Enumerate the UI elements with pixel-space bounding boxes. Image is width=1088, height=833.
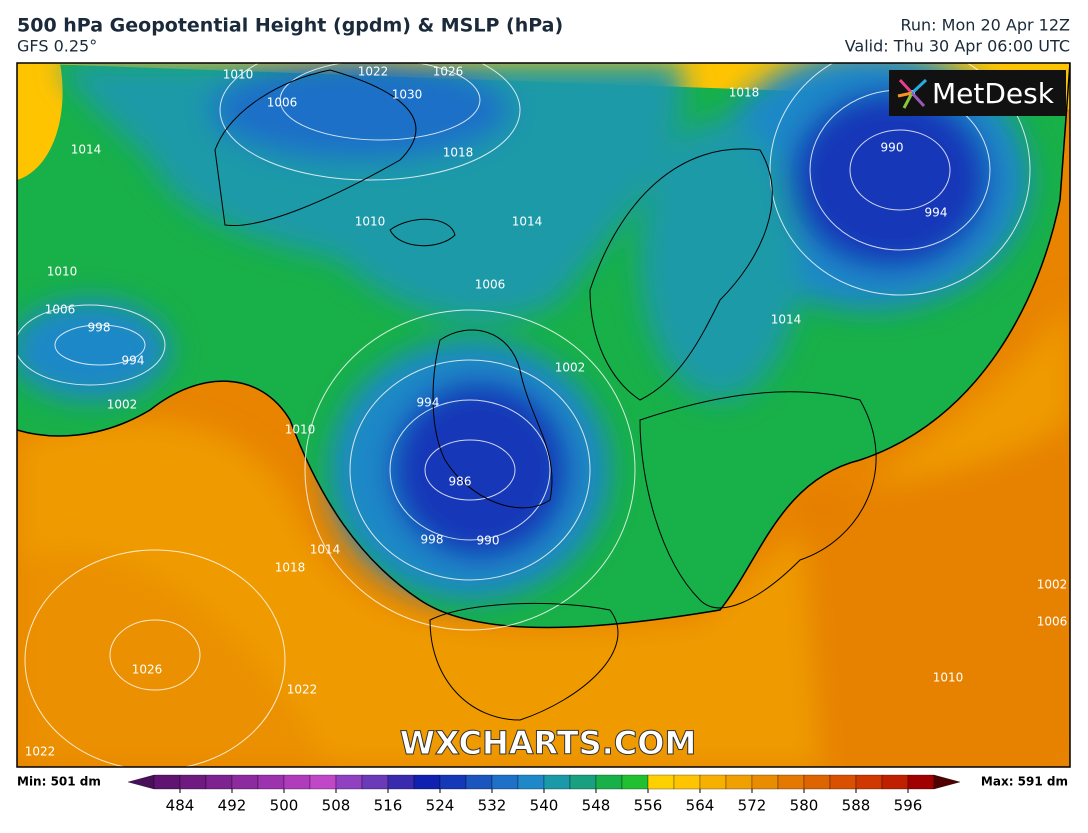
run-time: Run: Mon 20 Apr 12Z (900, 16, 1070, 35)
isobar-label: 1006 (267, 96, 298, 110)
colorbar-swatch (283, 774, 311, 790)
isobar-label: 1006 (45, 303, 76, 317)
logo-text: MetDesk (932, 77, 1055, 110)
colorbar-swatch (673, 774, 701, 790)
colorbar-swatch (543, 774, 571, 790)
colorbar-swatch (829, 774, 857, 790)
colorbar-swatch (855, 774, 883, 790)
colorbar-swatch (751, 774, 779, 790)
isobar-label: 1014 (310, 543, 341, 557)
isobar-label: 1010 (223, 68, 254, 82)
isobar-label: 1022 (287, 683, 318, 697)
colorbar-tick-label: 508 (322, 797, 351, 815)
colorbar-swatch (465, 774, 493, 790)
colorbar-tick-label: 500 (270, 797, 299, 815)
isobar-label: 1014 (71, 143, 102, 157)
isobar-label: 1010 (355, 215, 386, 229)
colorbar-swatch (725, 774, 753, 790)
isobar-label: 1018 (275, 561, 306, 575)
colorbar-swatch (517, 774, 545, 790)
isobar-label: 990 (477, 534, 500, 548)
isobar-label: 1030 (392, 88, 423, 102)
isobar-label: 1006 (1037, 615, 1068, 629)
colorbar-tick-label: 516 (374, 797, 403, 815)
colorbar-swatch (153, 774, 181, 790)
colorbar-tick-label: 588 (842, 797, 871, 815)
colorbar-swatch (647, 774, 675, 790)
colorbar-swatch (595, 774, 623, 790)
valid-time: Valid: Thu 30 Apr 06:00 UTC (845, 37, 1070, 56)
title: 500 hPa Geopotential Height (gpdm) & MSL… (17, 15, 563, 37)
colorbar-tick-label: 548 (582, 797, 611, 815)
colorbar-min: Min: 501 dm (17, 775, 101, 789)
colorbar-swatch (907, 774, 935, 790)
colorbar-swatch (335, 774, 363, 790)
isobar-label: 1022 (358, 65, 389, 79)
logo-box (889, 70, 1066, 116)
isobar-label: 994 (925, 206, 948, 220)
isobar-label: 1002 (1037, 578, 1068, 592)
colorbar-tick-label: 556 (634, 797, 663, 815)
logo-icon (897, 78, 928, 109)
colorbar-swatch (179, 774, 207, 790)
watermark: WXCHARTS.COM (400, 724, 697, 762)
colorbar-tick-label: 492 (218, 797, 247, 815)
isobar-label: 1010 (933, 671, 964, 685)
isobar-label: 1026 (132, 663, 163, 677)
colorbar-tick-label: 580 (790, 797, 819, 815)
colorbar-tick-label: 596 (894, 797, 923, 815)
colorbar-swatch (777, 774, 805, 790)
colorbar-swatch (803, 774, 831, 790)
subtitle: GFS 0.25° (17, 37, 97, 56)
isobar-label: 998 (421, 533, 444, 547)
isobar-label: 1014 (512, 215, 543, 229)
colorbar-tick-label: 532 (478, 797, 507, 815)
isobar-label: 1022 (25, 745, 56, 759)
colorbar-swatch (699, 774, 727, 790)
colorbar-swatch (361, 774, 389, 790)
colorbar-swatch (309, 774, 337, 790)
colorbar-tick-label: 524 (426, 797, 455, 815)
map-frame (16, 62, 1071, 768)
colorbar-max: Max: 591 dm (981, 775, 1068, 789)
colorbar-tick-label: 540 (530, 797, 559, 815)
colorbar-swatch (127, 774, 155, 790)
colorbar-swatch (933, 774, 961, 790)
isobar-label: 1018 (729, 86, 760, 100)
colorbar-swatch (257, 774, 285, 790)
colorbar-swatch (569, 774, 597, 790)
isobar-label: 998 (88, 321, 111, 335)
map: 1010 1022 1030 1026 1006 1018 1014 1010 … (17, 63, 1070, 767)
colorbar-swatch (387, 774, 415, 790)
isobar-label: 1014 (771, 313, 802, 327)
colorbar-tick-label: 564 (686, 797, 715, 815)
colorbar-swatch (205, 774, 233, 790)
isobar-label: 1006 (475, 278, 506, 292)
isobar-label: 994 (417, 396, 440, 410)
colorbar-swatch (413, 774, 441, 790)
isobar-label: 1002 (555, 361, 586, 375)
colorbar: 484 492 500 508 516 524 532 540 548 556 564 572 580 5… (127, 774, 961, 815)
isobar-label: 990 (881, 141, 904, 155)
colorbar-swatch (439, 774, 467, 790)
colorbar-swatch (881, 774, 909, 790)
isobar-label: 1018 (443, 146, 474, 160)
colorbar-swatch (231, 774, 259, 790)
isobar-label: 1010 (47, 265, 78, 279)
isobar-label: 994 (122, 354, 145, 368)
colorbar-tick-label: 484 (166, 797, 195, 815)
isobar-label: 986 (449, 475, 472, 489)
colorbar-swatch (491, 774, 519, 790)
isobar-label: 1010 (285, 423, 316, 437)
isobar-label: 1002 (107, 398, 138, 412)
isobar-label: 1026 (433, 65, 464, 79)
colorbar-tick-label: 572 (738, 797, 767, 815)
colorbar-swatch (621, 774, 649, 790)
